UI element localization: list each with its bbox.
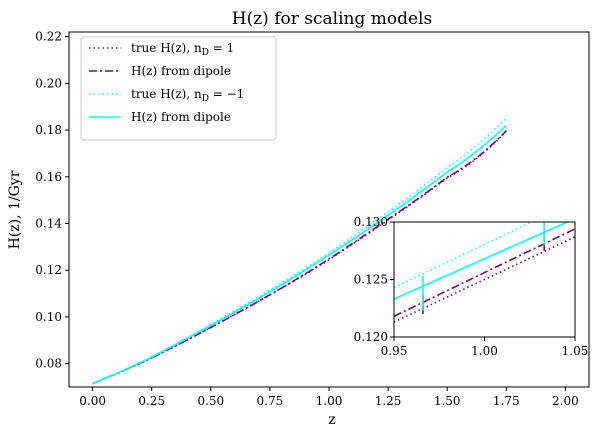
inset-x-tick-label: 0.95 [381,344,408,358]
legend: true H(z), nD = 1 H(z) from dipole true H(… [80,36,277,141]
legend-label-2: H(z) from dipole [131,64,231,78]
y-tick-label: 0.10 [35,310,62,324]
x-tick-label: 1.00 [316,394,343,408]
legend-label-3: true H(z), nD = −1 [131,87,244,104]
series-line-4 [92,124,507,385]
y-tick-label: 0.20 [35,76,62,90]
legend-label-1: true H(z), nD = 1 [131,41,234,58]
x-tick-label: 1.25 [375,394,402,408]
inset-plot-area: 0.95 1.00 1.05 0.120 0.125 0.130 [354,215,589,358]
x-tick-label: 0.00 [79,394,106,408]
x-tick-label: 1.50 [434,394,461,408]
inset-y-tick-label: 0.120 [354,330,388,344]
legend-label-4: H(z) from dipole [131,110,231,124]
x-tick-label: 0.25 [138,394,165,408]
inset-x-tick-label: 1.05 [562,344,589,358]
inset-y-tick-label: 0.130 [354,215,388,229]
y-axis-label: H(z), 1/Gyr [7,170,23,249]
y-tick-label: 0.16 [35,170,62,184]
x-tick-label: 0.75 [257,394,284,408]
y-tick-label: 0.18 [35,123,62,137]
inset-x-tick-label: 1.00 [471,344,498,358]
series-line-3 [92,117,507,385]
x-tick-label: 2.00 [552,394,579,408]
y-tick-label: 0.22 [35,30,62,44]
inset-series-line-3 [394,222,534,289]
y-tick-label: 0.08 [35,357,62,371]
y-tick-label: 0.14 [35,217,62,231]
x-axis-label: z [328,412,335,428]
inset-y-tick-label: 0.125 [354,273,388,287]
main-plot-area: 0.00 0.25 0.50 0.75 1.00 1.25 1.50 1.75 2.00 0.08… [35,30,590,408]
x-tick-label: 1.75 [493,394,520,408]
legend-box [80,36,277,141]
chart-title: H(z) for scaling models [232,9,432,29]
y-tick-label: 0.12 [35,263,62,277]
x-tick-label: 0.50 [197,394,224,408]
inset-series-line-1 [394,236,575,323]
title-text: H(z) for scaling models [232,9,432,29]
